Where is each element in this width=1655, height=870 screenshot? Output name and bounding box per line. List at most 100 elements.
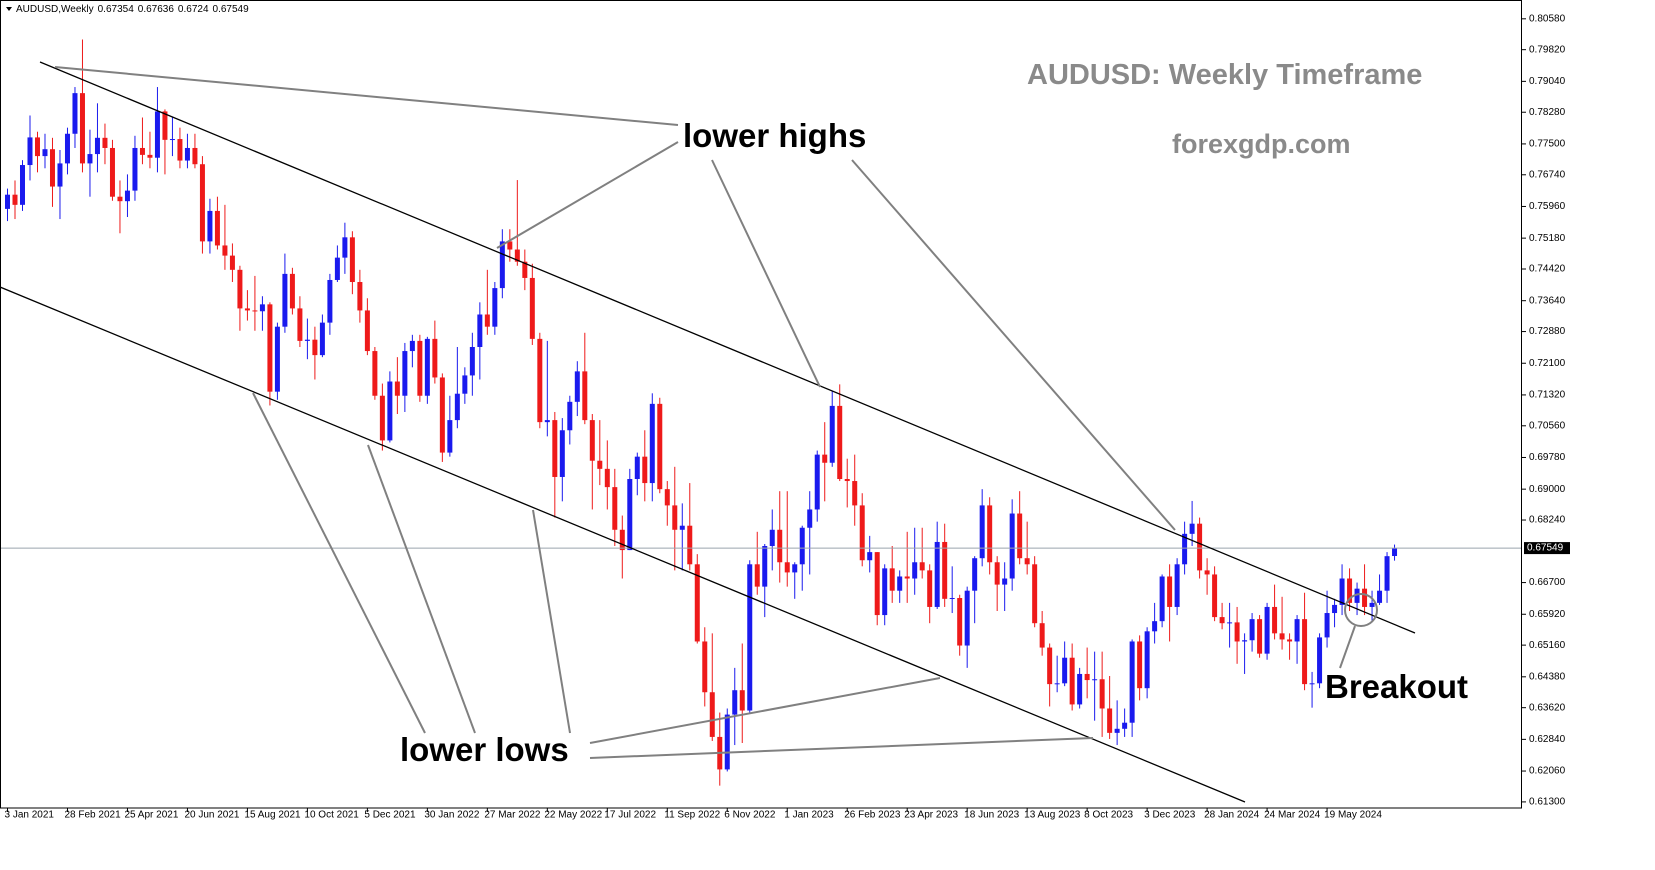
candle-body	[424, 338, 430, 396]
candle-body	[567, 401, 573, 431]
x-tick-label: 18 Jun 2023	[964, 810, 1019, 821]
y-tick-label: 0.72880	[1529, 326, 1566, 337]
candle-body	[1242, 640, 1248, 642]
x-tick-label: 6 Nov 2022	[724, 810, 776, 821]
candle-body	[702, 641, 708, 693]
candle-body	[1204, 570, 1210, 575]
candle-body	[1062, 657, 1068, 684]
candle-body	[229, 255, 235, 270]
chart-title: AUDUSD: Weekly Timeframe	[1027, 59, 1422, 91]
candle-body	[912, 562, 918, 579]
candle-body	[297, 308, 303, 341]
candle-body	[1227, 622, 1233, 624]
candle-body	[822, 454, 828, 463]
pointer	[252, 392, 426, 734]
candle-body	[1362, 588, 1368, 607]
y-tick-label: 0.65920	[1529, 609, 1566, 620]
candle-body	[972, 558, 978, 591]
candle-body	[934, 541, 940, 607]
candle-body	[1272, 606, 1278, 634]
candle-body	[1009, 513, 1015, 579]
candle-body	[1219, 617, 1225, 624]
candle-body	[1152, 621, 1158, 632]
candle-body	[1324, 613, 1330, 638]
candle-body	[679, 525, 685, 530]
x-tick-label: 10 Oct 2021	[304, 810, 359, 821]
candle-body	[274, 326, 280, 392]
candle-body	[1047, 647, 1053, 685]
candle-body	[1099, 679, 1105, 709]
candle-body	[1024, 558, 1030, 565]
candle-body	[649, 403, 655, 484]
candle-body	[177, 139, 183, 161]
candle-body	[867, 552, 873, 561]
x-tick-label: 27 Mar 2022	[484, 810, 541, 821]
candle-body	[244, 308, 250, 311]
candle-body	[732, 690, 738, 715]
x-tick-label: 28 Feb 2021	[64, 810, 121, 821]
y-tick-label: 0.69780	[1529, 452, 1566, 463]
candle-body	[889, 568, 895, 591]
candle-body	[312, 339, 318, 356]
x-tick-label: 26 Feb 2023	[844, 810, 901, 821]
y-tick-label: 0.79820	[1529, 44, 1566, 55]
pointer	[711, 159, 821, 388]
candle-body	[964, 590, 970, 646]
candle-body	[1287, 639, 1293, 642]
candle-body	[559, 430, 565, 477]
candle-body	[192, 147, 198, 165]
candle-body	[319, 322, 325, 356]
candle-body	[664, 489, 670, 506]
candle-body	[747, 564, 753, 711]
chart-subtitle: forexgdp.com	[1172, 129, 1351, 159]
candle-body	[657, 403, 663, 490]
candle-body	[394, 381, 400, 396]
x-tick-label: 23 Apr 2023	[904, 810, 958, 821]
pointer	[54, 66, 679, 126]
candle-body	[1122, 722, 1128, 729]
x-tick-label: 19 May 2024	[1324, 810, 1382, 821]
candle-body	[484, 314, 490, 327]
candle-body	[814, 454, 820, 510]
candle-body	[342, 237, 348, 258]
candle-body	[19, 165, 25, 205]
candle-body	[94, 137, 100, 155]
candle-body	[1032, 564, 1038, 624]
candle-body	[282, 273, 288, 327]
candle-body	[289, 273, 295, 309]
x-tick-label: 24 Mar 2024	[1264, 810, 1321, 821]
candle-body	[147, 154, 153, 158]
chart-header: AUDUSD,Weekly 0.67354 0.67636 0.6724 0.67549	[16, 4, 249, 15]
y-tick-label: 0.80580	[1529, 13, 1566, 24]
candle-body	[1302, 619, 1308, 685]
pointer	[532, 509, 571, 734]
candle-body	[162, 111, 168, 140]
candle-body	[769, 529, 775, 547]
y-tick-label: 0.72100	[1529, 358, 1566, 369]
candle-body	[1039, 623, 1045, 648]
y-tick-label: 0.65160	[1529, 640, 1566, 651]
candle-body	[252, 310, 258, 312]
candle-body	[537, 338, 543, 423]
candle-body	[72, 93, 78, 134]
x-tick-label: 8 Oct 2023	[1084, 810, 1133, 821]
pointer	[367, 444, 476, 734]
candle-body	[687, 525, 693, 565]
candle-body	[402, 351, 408, 396]
candle-body	[574, 371, 580, 402]
candle-body	[1144, 631, 1150, 689]
candle-body	[874, 552, 880, 616]
y-tick-label: 0.76740	[1529, 169, 1566, 180]
y-tick-label: 0.71320	[1529, 390, 1566, 401]
pointer	[851, 159, 1176, 531]
candle-body	[184, 147, 190, 161]
x-tick-label: 20 Jun 2021	[184, 810, 239, 821]
candle-body	[12, 194, 18, 205]
annotation: Breakout	[1325, 668, 1468, 705]
y-tick-label: 0.73640	[1529, 295, 1566, 306]
candle-body	[987, 505, 993, 563]
candle-body	[619, 529, 625, 551]
candle-body	[829, 405, 835, 463]
candle-body	[469, 346, 475, 376]
candle-body	[1279, 633, 1285, 640]
